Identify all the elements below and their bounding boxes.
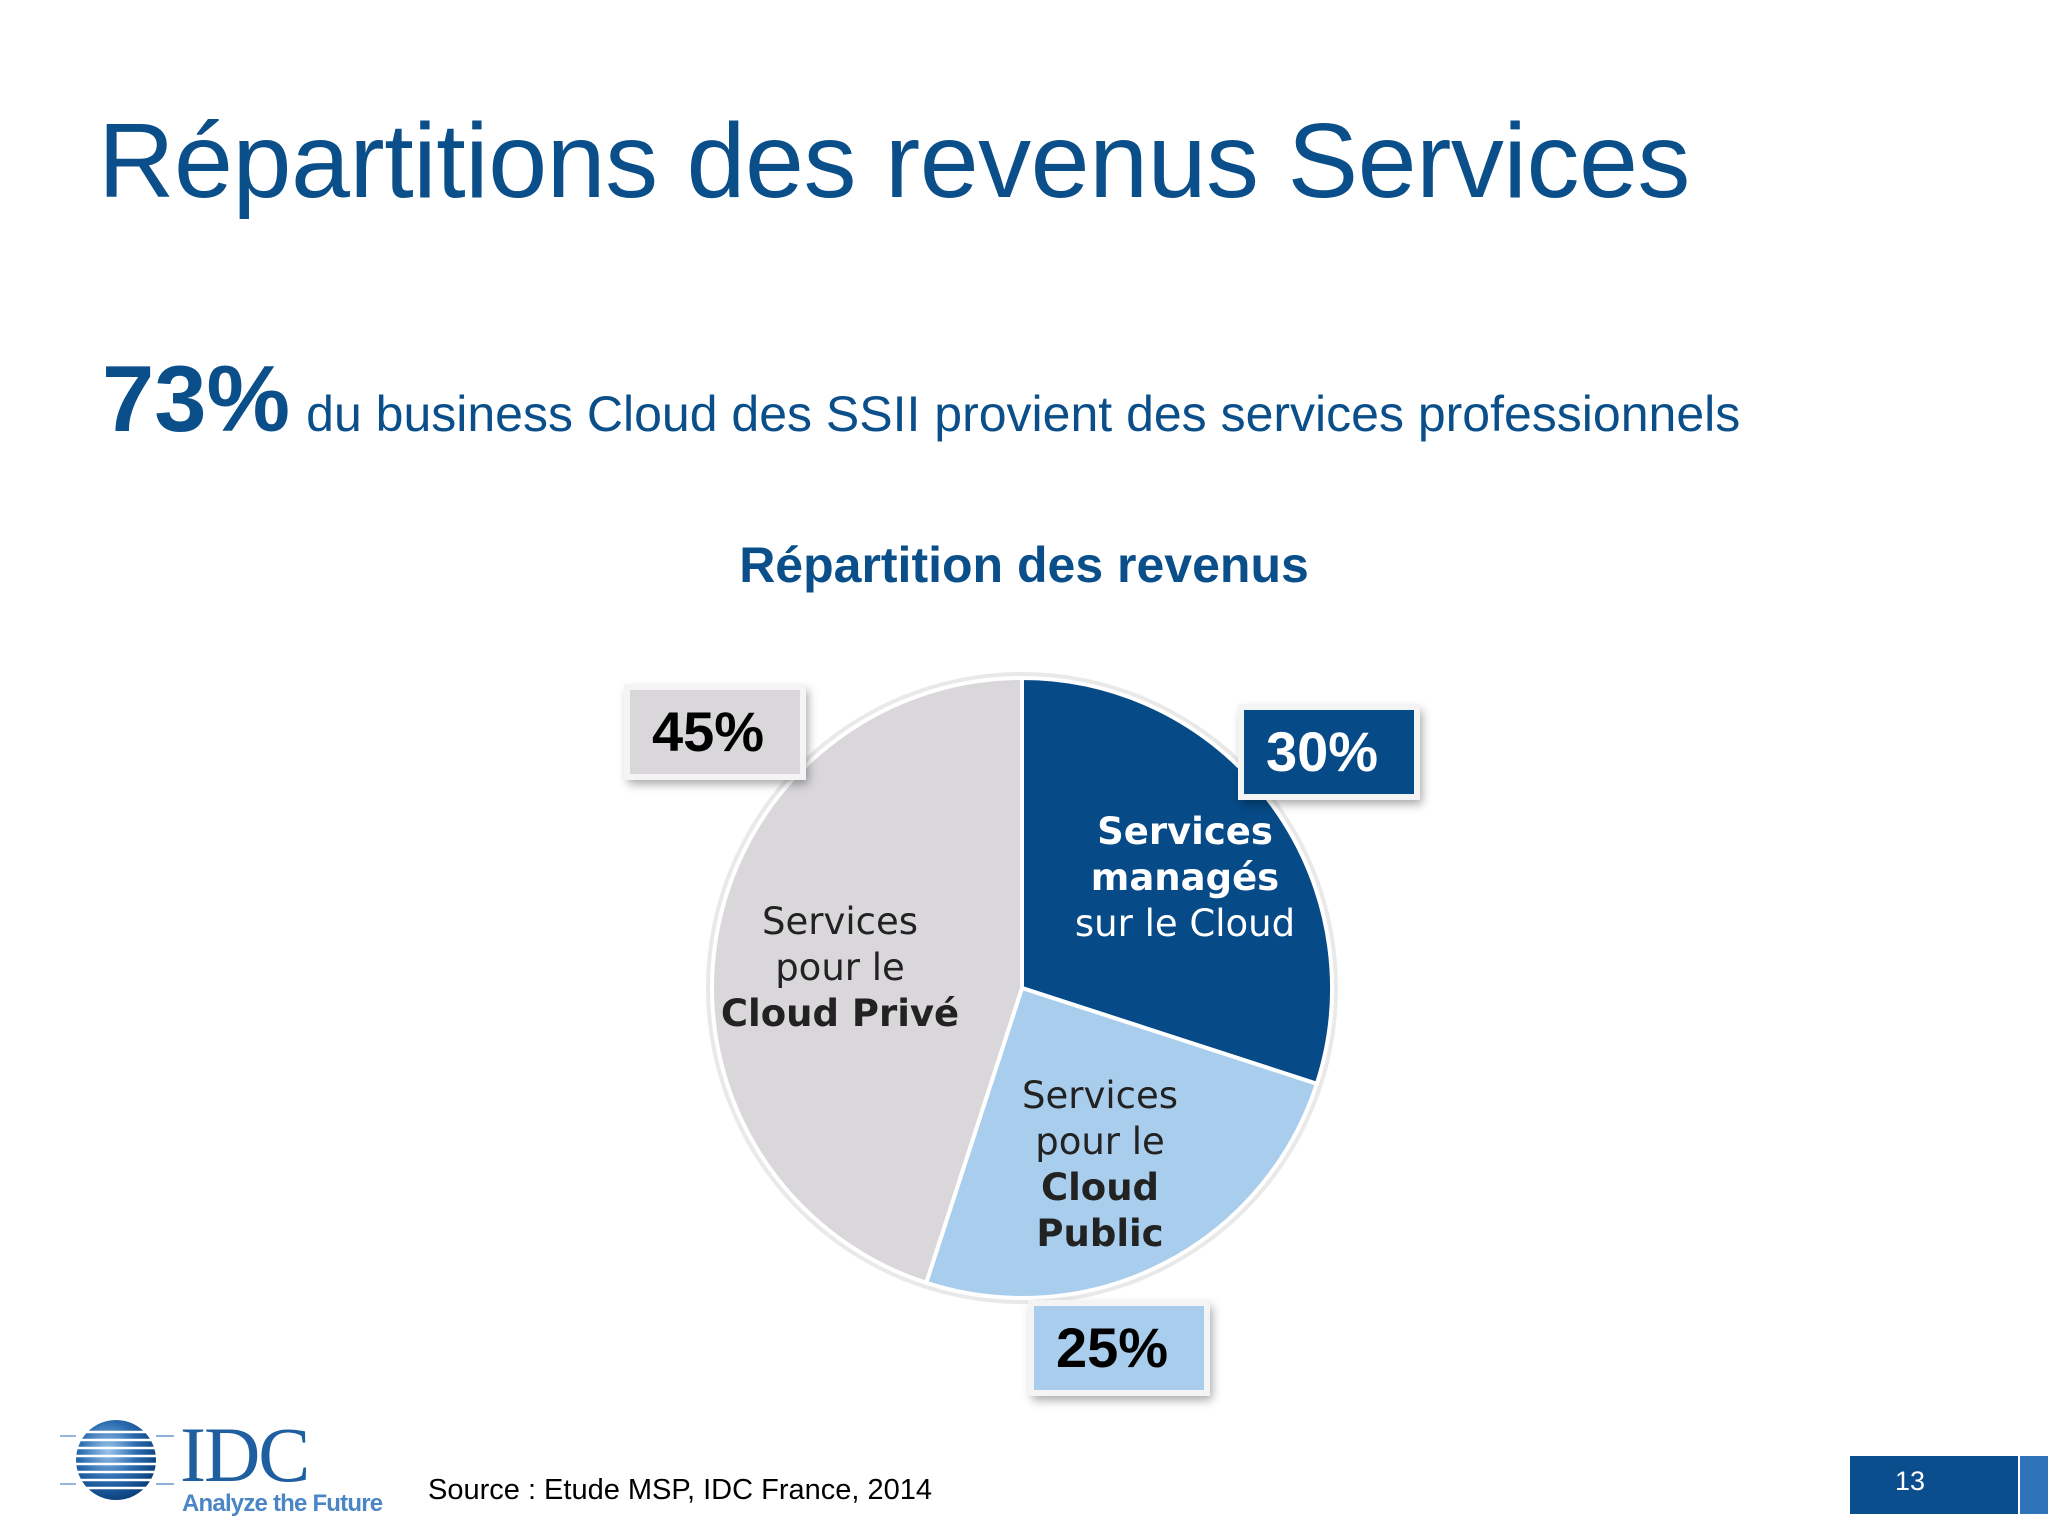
- slice-label-public-line3: Cloud: [1040, 1166, 1160, 1209]
- pct-badge-managed: 30%: [1244, 710, 1414, 794]
- chart-title: Répartition des revenus: [739, 537, 1309, 593]
- slice-label-managed-line3: sur le Cloud: [1074, 902, 1296, 945]
- source-note: Source : Etude MSP, IDC France, 2014: [428, 1474, 933, 1506]
- pct-badge-private: 45%: [630, 690, 800, 774]
- slice-label-public-line4: Public: [1036, 1212, 1164, 1255]
- slice-label-managed-line1: Services: [1097, 810, 1273, 853]
- pie-slice-public: [923, 985, 1320, 1300]
- slice-label-private-line3: Cloud Privé: [720, 992, 960, 1035]
- slice-label-private-line1: Services: [761, 900, 919, 943]
- slice-label-public-line2: pour le: [1035, 1120, 1165, 1163]
- idc-globe-icon: [60, 1420, 174, 1500]
- headline: 73% du business Cloud des SSII provient d…: [102, 352, 1740, 446]
- pct-badge-public: 25%: [1034, 1306, 1204, 1390]
- slide-title: Répartitions des revenus Services: [98, 102, 1690, 220]
- idc-logo-text: IDC: [180, 1411, 310, 1498]
- page-number: 13: [1894, 1466, 1926, 1496]
- page-number-accent: [2020, 1456, 2048, 1514]
- idc-logo-tagline: Analyze the Future: [182, 1490, 383, 1517]
- headline-value: 73%: [102, 346, 291, 451]
- slice-label-public-line1: Services: [1021, 1074, 1179, 1117]
- slice-label-public: Services pour le Cloud Public: [1022, 1073, 1178, 1257]
- slice-label-managed-line2: managés: [1090, 856, 1280, 899]
- slice-label-managed: Services managés sur le Cloud: [1075, 809, 1295, 947]
- slice-label-private-line2: pour le: [775, 946, 905, 989]
- slice-label-private: Services pour le Cloud Privé: [721, 899, 959, 1037]
- page-number-box: [1850, 1456, 2018, 1514]
- headline-text: du business Cloud des SSII provient des …: [306, 386, 1741, 442]
- pie-slice-managed: [1020, 675, 1334, 1087]
- pie-slice-private: [710, 675, 1024, 1286]
